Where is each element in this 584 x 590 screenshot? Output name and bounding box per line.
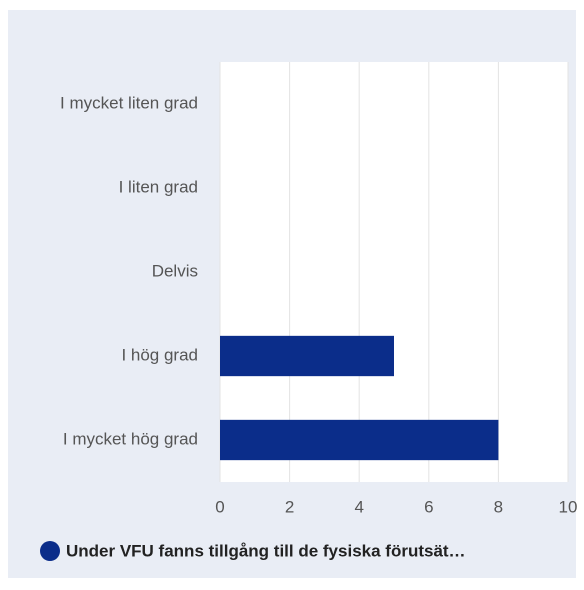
x-tick-label: 6 [424,497,433,516]
legend-label: Under VFU fanns tillgång till de fysiska… [66,541,466,560]
y-tick-label: Delvis [152,261,198,280]
bar [220,419,499,461]
y-tick-label: I liten grad [119,177,198,196]
x-tick-label: 10 [559,497,578,516]
y-tick-label: I mycket hög grad [63,429,198,448]
legend-marker [40,541,60,561]
bar [220,335,394,377]
x-tick-label: 4 [354,497,363,516]
x-tick-label: 0 [215,497,224,516]
y-tick-label: I hög grad [121,345,198,364]
x-tick-label: 2 [285,497,294,516]
x-tick-label: 8 [494,497,503,516]
y-tick-label: I mycket liten grad [60,93,198,112]
plot-area [220,62,568,482]
